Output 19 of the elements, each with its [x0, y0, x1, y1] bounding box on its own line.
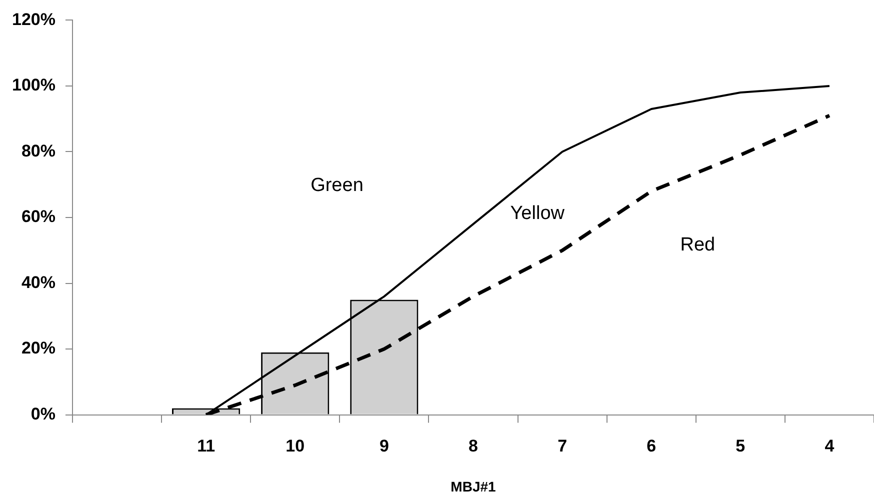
annotation: Yellow: [510, 202, 565, 224]
y-tick-label: 120%: [12, 10, 56, 29]
y-tick-label: 40%: [21, 272, 56, 292]
y-tick-label: 20%: [21, 338, 56, 358]
x-axis-title: MBJ#1: [450, 478, 496, 494]
x-tick-label: 8: [468, 436, 478, 456]
y-tick-label: 100%: [12, 76, 56, 95]
annotation: Green: [310, 175, 364, 196]
x-tick-label: 7: [558, 436, 568, 456]
y-tick-label: 60%: [21, 207, 56, 226]
annotation: Red: [680, 234, 716, 256]
x-tick-label: 11: [197, 436, 216, 456]
x-tick-label: 10: [286, 436, 305, 456]
y-tick-label: 80%: [21, 141, 56, 160]
x-tick-label: 5: [736, 436, 746, 456]
y-tick-label: 0%: [30, 404, 56, 424]
x-tick-label: 9: [379, 436, 389, 456]
x-tick-label: 6: [646, 436, 656, 456]
x-tick-label: 4: [824, 436, 835, 456]
